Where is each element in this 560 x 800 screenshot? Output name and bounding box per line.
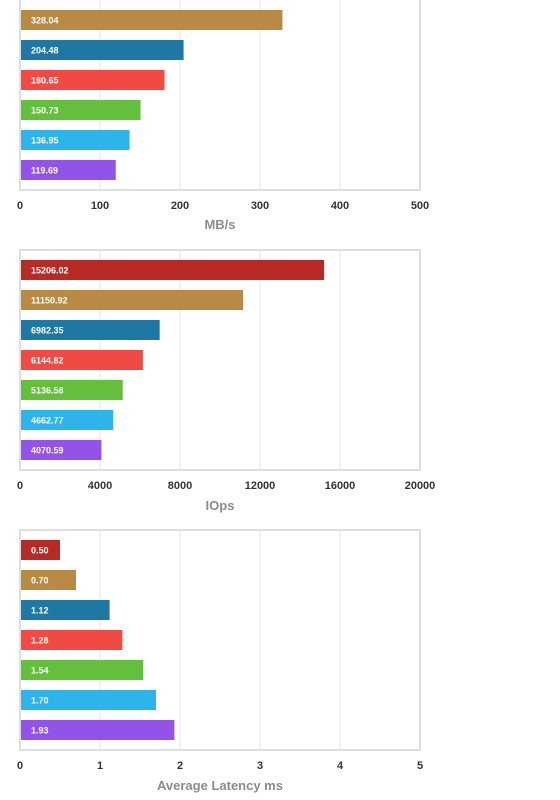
bar bbox=[21, 260, 325, 280]
bar bbox=[21, 10, 283, 30]
bar-value-label: 6144.82 bbox=[31, 356, 64, 366]
chart-3: 0.50 0.70 1.12 1.28 1.54 1.70 1.93 0 1 2 3 4 5 Averag… bbox=[17, 529, 423, 793]
bar bbox=[21, 440, 102, 460]
bar bbox=[21, 410, 114, 430]
bar-value-label: 1.54 bbox=[31, 666, 49, 676]
bar bbox=[21, 600, 110, 620]
x-tick-label: 12000 bbox=[245, 480, 276, 492]
bar bbox=[21, 160, 116, 180]
x-tick-label: 4000 bbox=[88, 480, 112, 492]
bar-value-label: 119.69 bbox=[31, 166, 58, 176]
bar bbox=[21, 100, 141, 120]
chart-2: 15206.02 11150.92 6982.35 6144.82 5136.58 466… bbox=[17, 249, 436, 513]
bar bbox=[21, 720, 175, 740]
bar-value-label: 6982.35 bbox=[31, 326, 64, 336]
plot-frame bbox=[19, 0, 421, 191]
bar-value-label: 4070.59 bbox=[31, 446, 64, 456]
bar bbox=[21, 380, 123, 400]
bar-value-label: 150.73 bbox=[31, 106, 59, 116]
x-axis-label: MB/s bbox=[204, 217, 235, 232]
bar-value-label: 15206.02 bbox=[31, 266, 69, 276]
bar-value-label: 1.93 bbox=[31, 726, 49, 736]
x-tick-label: 20000 bbox=[405, 480, 436, 492]
bar bbox=[21, 40, 184, 60]
x-axis-label: Average Latency ms bbox=[157, 778, 283, 793]
x-tick-label: 5 bbox=[417, 760, 423, 772]
bar-value-label: 11150.92 bbox=[31, 296, 68, 306]
bar bbox=[21, 630, 123, 650]
bar bbox=[21, 540, 60, 560]
bar-value-label: 1.12 bbox=[31, 606, 49, 616]
x-tick-label: 400 bbox=[331, 200, 349, 212]
x-tick-label: 2 bbox=[177, 760, 183, 772]
bar-value-label: 180.65 bbox=[31, 76, 59, 86]
x-tick-label: 4 bbox=[337, 760, 344, 772]
x-tick-label: 1 bbox=[97, 760, 103, 772]
x-tick-label: 8000 bbox=[168, 480, 192, 492]
bar-value-label: 0.70 bbox=[31, 576, 49, 586]
x-tick-label: 16000 bbox=[325, 480, 356, 492]
bar-value-label: 4662.77 bbox=[31, 416, 64, 426]
chart-1: 328.04 204.48 180.65 150.73 136.95 119.69 0 100… bbox=[17, 0, 429, 232]
x-tick-label: 0 bbox=[17, 480, 23, 492]
x-tick-label: 100 bbox=[91, 200, 109, 212]
bar-value-label: 328.04 bbox=[31, 16, 59, 26]
bar-value-label: 1.70 bbox=[31, 696, 49, 706]
bar bbox=[21, 320, 160, 340]
bar bbox=[21, 660, 144, 680]
bar bbox=[21, 690, 156, 710]
x-tick-label: 200 bbox=[171, 200, 189, 212]
bar bbox=[21, 350, 143, 370]
bar-value-label: 136.95 bbox=[31, 136, 59, 146]
bar-value-label: 5136.58 bbox=[31, 386, 64, 396]
x-tick-label: 3 bbox=[257, 760, 263, 772]
bar bbox=[21, 290, 244, 310]
bar bbox=[21, 70, 165, 90]
bar-value-label: 1.28 bbox=[31, 636, 49, 646]
x-axis-label: IOps bbox=[206, 498, 235, 513]
x-tick-label: 300 bbox=[251, 200, 269, 212]
bar-value-label: 204.48 bbox=[31, 46, 59, 56]
bar bbox=[21, 570, 76, 590]
x-tick-label: 0 bbox=[17, 200, 23, 212]
x-tick-label: 500 bbox=[411, 200, 429, 212]
bar bbox=[21, 130, 130, 150]
x-tick-label: 0 bbox=[17, 760, 23, 772]
bar-value-label: 0.50 bbox=[31, 546, 49, 556]
